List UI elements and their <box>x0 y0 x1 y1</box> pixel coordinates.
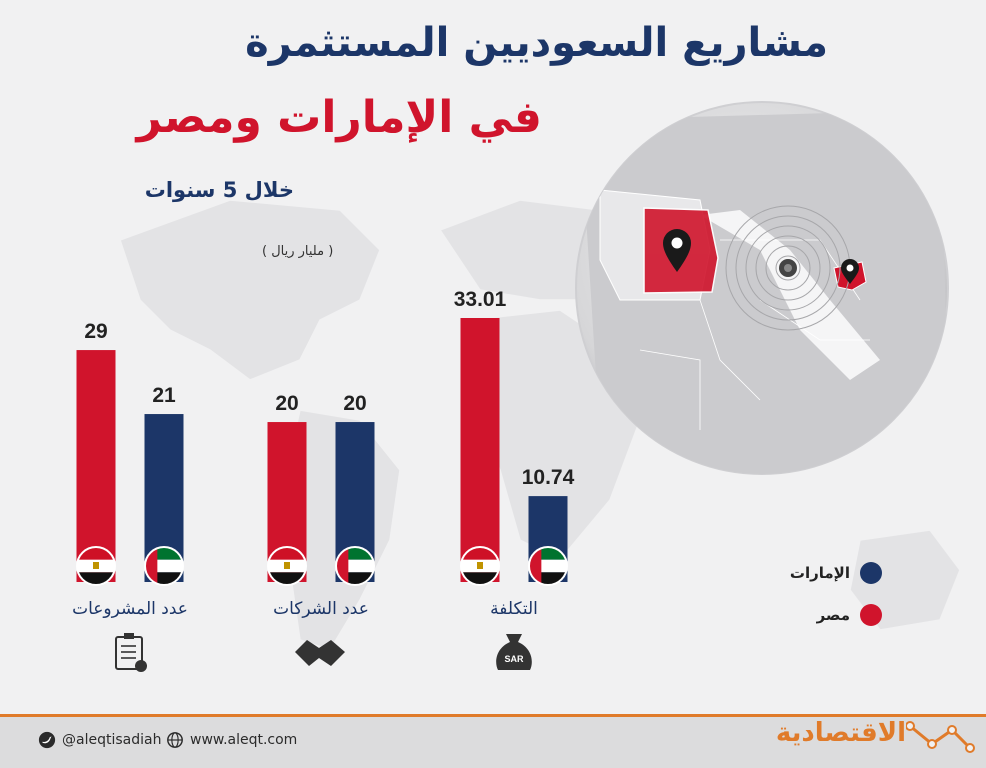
legend-swatch-uae <box>860 562 882 584</box>
egypt-flag-border <box>460 546 500 586</box>
unit-note: ( مليار ريال ) <box>262 244 334 259</box>
legend-item-uae: الإمارات <box>790 562 882 584</box>
chart-subtitle: خلال 5 سنوات <box>144 178 294 202</box>
uae-flag-border <box>144 546 184 586</box>
egypt-flag-border <box>267 546 307 586</box>
data-label-uae-0: 21 <box>152 384 176 407</box>
bar-egypt-0 <box>76 350 116 582</box>
website-text: www.aleqt.com <box>190 732 298 748</box>
legend-item-egypt: مصر <box>790 604 882 626</box>
category-label-1: عدد الشركات <box>273 599 369 619</box>
uae-flag-border <box>528 546 568 586</box>
footer-divider <box>0 714 986 717</box>
brand-line-graphic <box>906 721 975 753</box>
twitter-icon <box>38 731 56 749</box>
chart-title-line2: في الإمارات ومصر <box>136 92 542 143</box>
money-bag-icon <box>496 634 532 670</box>
data-label-egypt-0: 29 <box>84 320 107 343</box>
twitter-handle[interactable]: @aleqtisadiah <box>38 731 161 749</box>
uae-flag-border <box>335 546 375 586</box>
handshake-icon <box>295 640 345 666</box>
legend-label-egypt: مصر <box>816 606 850 624</box>
money-bag-text: SAR <box>504 654 524 664</box>
bar-egypt-2 <box>460 318 500 582</box>
website-link[interactable]: www.aleqt.com <box>166 731 297 749</box>
category-label-2: التكلفة <box>490 599 538 619</box>
category-label-0: عدد المشروعات <box>72 599 188 619</box>
data-label-egypt-2: 33.01 <box>454 288 507 311</box>
legend-swatch-egypt <box>860 604 882 626</box>
legend-label-uae: الإمارات <box>789 564 850 582</box>
data-label-uae-2: 10.74 <box>522 466 575 489</box>
clipboard-pen-badge <box>135 660 147 672</box>
clipboard-clip <box>124 633 134 639</box>
chart-title-line1: مشاريع السعوديين المستثمرة <box>245 20 828 66</box>
footer-bar <box>0 717 986 768</box>
egypt-flag-border <box>76 546 116 586</box>
legend: الإمارات مصر <box>790 562 882 646</box>
twitter-handle-text: @aleqtisadiah <box>62 732 162 748</box>
data-label-uae-1: 20 <box>343 392 366 415</box>
data-label-egypt-1: 20 <box>275 392 298 415</box>
globe-icon <box>167 732 183 748</box>
brand-logo-text: الاقتصادية <box>775 718 906 748</box>
